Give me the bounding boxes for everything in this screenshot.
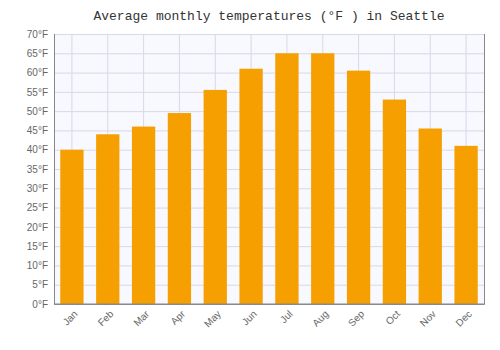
- plot: 0°F 5°F 10°F 15°F 20°F 25°F 30°F 35°F 40°F 45°F 50…: [27, 29, 485, 330]
- y-tick-label: 15°F: [27, 241, 48, 252]
- bar: [275, 53, 298, 304]
- x-tick-label: Jul: [278, 308, 295, 325]
- y-tick: 70°F: [27, 29, 484, 40]
- y-grid-line: [54, 34, 484, 35]
- bar: [454, 146, 477, 304]
- x-tick-label: May: [202, 308, 223, 329]
- bar: [96, 134, 119, 304]
- y-grid-line: [54, 111, 484, 112]
- bar: [419, 129, 442, 305]
- bar: [204, 90, 227, 304]
- y-grid-line: [54, 53, 484, 54]
- x-tick-label: Dec: [453, 308, 473, 328]
- bar: [311, 53, 334, 304]
- y-tick-label: 10°F: [27, 260, 48, 271]
- bar: [239, 69, 262, 304]
- bar: [347, 71, 370, 304]
- bars: [60, 53, 477, 304]
- x-tick-label: Apr: [168, 308, 187, 327]
- y-axis-line: [55, 35, 485, 305]
- x-tick-label: Nov: [418, 308, 438, 328]
- x-tick-label: Mar: [131, 308, 151, 328]
- y-tick-label: 40°F: [27, 144, 48, 155]
- bar: [383, 100, 406, 304]
- y-tick-label: 70°F: [27, 29, 48, 40]
- x-tick-label: Aug: [310, 308, 330, 328]
- y-grid-line: [54, 92, 484, 93]
- y-tick-label: 45°F: [27, 125, 48, 136]
- y-grid-line: [54, 73, 484, 74]
- y-tick-label: 0°F: [32, 299, 48, 310]
- y-tick-label: 55°F: [27, 87, 48, 98]
- bar: [168, 113, 191, 304]
- x-axis-baseline: [54, 304, 484, 305]
- x-tick-label: Jun: [240, 308, 259, 327]
- y-tick-label: 25°F: [27, 202, 48, 213]
- x-tick-label: Sep: [346, 308, 367, 329]
- x-tick-label: Jan: [61, 308, 80, 327]
- x-axis-line: [55, 34, 485, 305]
- y-tick-label: 30°F: [27, 183, 48, 194]
- y-tick-label: 50°F: [27, 106, 48, 117]
- y-tick-label: 60°F: [27, 67, 48, 78]
- y-tick-label: 65°F: [27, 48, 48, 59]
- y-tick-label: 35°F: [27, 164, 48, 175]
- y-axis: 0°F 5°F 10°F 15°F 20°F 25°F 30°F 35°F 40°F 45°F 50…: [27, 29, 484, 310]
- x-tick-label: Oct: [383, 308, 402, 327]
- title: Average monthly temperatures (°F ) in Se…: [93, 9, 444, 24]
- y-tick-label: 5°F: [32, 279, 48, 290]
- chart: 0°F 5°F 10°F 15°F 20°F 25°F 30°F 35°F 40°F 45°F 50…: [0, 0, 500, 350]
- y-tick: 65°F: [27, 48, 484, 59]
- x-tick-label: Feb: [96, 308, 116, 328]
- plot-background: [54, 34, 484, 304]
- x-axis: Jan Feb Mar Apr May Jun Jul Aug Sep Oct Nov Dec: [55, 34, 485, 329]
- bar: [60, 150, 83, 304]
- bar: [132, 127, 155, 304]
- y-tick-label: 20°F: [27, 222, 48, 233]
